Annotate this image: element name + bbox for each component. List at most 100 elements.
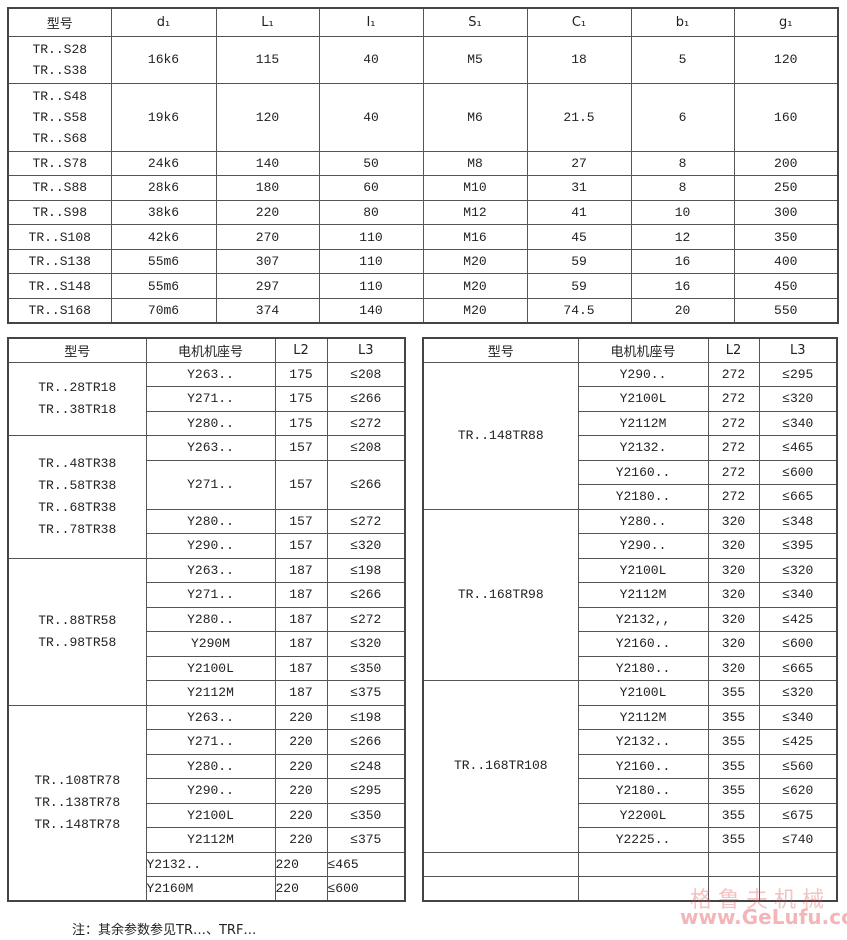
header-cell: I₁ bbox=[318, 7, 424, 37]
table-cell: 300 bbox=[733, 199, 839, 226]
spec-table: 型号 d₁ L₁ I₁ S₁ C₁ b₁ g₁ TR..S28 TR..S38 16k6 115 40 M… bbox=[7, 7, 839, 325]
table-cell: 120 bbox=[733, 35, 839, 84]
table-cell: ≤740 bbox=[758, 827, 838, 853]
model-cell: TR..S148 bbox=[7, 273, 112, 300]
table-cell: 355 bbox=[707, 729, 760, 755]
table-cell: M8 bbox=[422, 150, 528, 177]
table-cell: 320 bbox=[707, 533, 760, 559]
data-row: TR..28TR18 TR..38TR18 Y263.. 175 ≤208 bbox=[7, 361, 406, 436]
table-cell: ≤340 bbox=[758, 410, 838, 436]
table-cell: ≤350 bbox=[326, 802, 406, 828]
empty-cell bbox=[707, 851, 760, 877]
table-cell: Y290.. bbox=[577, 533, 709, 559]
table-cell: 55m6 bbox=[110, 248, 217, 275]
data-row: TR..108TR78 TR..138TR78 TR..148TR78 Y263.. 2… bbox=[7, 704, 406, 902]
model-name: TR..S38 bbox=[32, 62, 88, 78]
table-cell: Y280.. bbox=[145, 410, 276, 436]
header-cell: b₁ bbox=[630, 7, 735, 37]
data-row: Y2132.. 355 ≤425 bbox=[423, 729, 838, 755]
table-cell: 272 bbox=[707, 484, 760, 510]
table-cell: Y2180.. bbox=[577, 778, 709, 804]
model-name: TR..28TR18 bbox=[38, 379, 117, 395]
table-cell: 157 bbox=[274, 508, 328, 534]
table-cell: Y2160.. bbox=[577, 753, 709, 779]
table-cell: ≤320 bbox=[758, 386, 838, 412]
table-cell: 157 bbox=[274, 533, 328, 559]
data-row: Y2160.. 272 ≤600 bbox=[423, 459, 838, 485]
watermark-url: www.GeLufu.com bbox=[680, 905, 847, 929]
model-cell: TR..S98 bbox=[7, 199, 112, 226]
data-row: TR..S88 28k6 180 60 M10 31 8 250 bbox=[7, 175, 839, 201]
header-cell: 型号 bbox=[422, 337, 579, 363]
table-cell: 220 bbox=[274, 827, 328, 853]
table-cell: Y2132,, bbox=[577, 606, 709, 632]
table-cell: ≤248 bbox=[326, 753, 406, 779]
table-cell: ≤560 bbox=[758, 753, 838, 779]
data-row: TR..S148 55m6 297 110 M20 59 16 450 bbox=[7, 273, 839, 300]
table-cell: 220 bbox=[215, 199, 320, 226]
table-cell: 355 bbox=[707, 704, 760, 730]
table-cell: ≤266 bbox=[326, 582, 406, 608]
table-cell: ≤425 bbox=[758, 729, 838, 755]
table-cell: Y263.. bbox=[145, 435, 276, 461]
table-cell: 70m6 bbox=[110, 298, 217, 324]
table-cell: 272 bbox=[707, 459, 760, 485]
table-cell: 74.5 bbox=[526, 298, 632, 324]
table-cell: Y2112M bbox=[577, 704, 709, 730]
table-cell: ≤295 bbox=[758, 361, 838, 387]
table-cell: ≤266 bbox=[326, 729, 406, 755]
table-cell: ≤198 bbox=[326, 557, 406, 583]
table-cell: 350 bbox=[733, 224, 839, 250]
table-cell: 110 bbox=[318, 248, 424, 275]
table-cell: 400 bbox=[733, 248, 839, 275]
model-name: TR..S58 bbox=[32, 109, 88, 125]
header-cell: L₁ bbox=[215, 7, 320, 37]
model-cell: TR..148TR88 bbox=[422, 361, 579, 510]
data-row: TR..48TR38 TR..58TR38 TR..68TR38 TR..78TR38… bbox=[7, 435, 406, 559]
empty-cell bbox=[758, 876, 838, 902]
data-row: TR..S48 TR..S58 TR..S68 19k6 120 40 M6 21.5 6 160 bbox=[7, 82, 839, 152]
table-cell: ≤465 bbox=[758, 435, 838, 461]
empty-cell bbox=[758, 851, 838, 877]
data-row: Y2100L 220 ≤350 bbox=[8, 802, 406, 828]
header-cell: L3 bbox=[758, 337, 838, 363]
table-cell: ≤600 bbox=[758, 459, 838, 485]
table-cell: 21.5 bbox=[526, 82, 632, 152]
table-cell: M12 bbox=[422, 199, 528, 226]
empty-cell bbox=[577, 851, 709, 877]
table-cell: 19k6 bbox=[110, 82, 217, 152]
data-row: Y2112M 220 ≤375 bbox=[8, 827, 406, 853]
table-cell: Y2112M bbox=[145, 827, 276, 853]
table-cell: 320 bbox=[707, 655, 760, 681]
table-cell: ≤620 bbox=[758, 778, 838, 804]
table-cell: ≤198 bbox=[326, 704, 406, 730]
table-cell: ≤348 bbox=[758, 508, 838, 534]
table-cell: 16 bbox=[630, 273, 735, 300]
model-cell: TR..S168 bbox=[7, 298, 112, 324]
table-cell: 374 bbox=[215, 298, 320, 324]
table-cell: Y2100L bbox=[577, 557, 709, 583]
table-cell: 16k6 bbox=[110, 35, 217, 84]
table-cell: 187 bbox=[274, 606, 328, 632]
data-row: TR..148TR88 Y290.. 272 ≤295 bbox=[422, 361, 838, 510]
table-cell: Y280.. bbox=[145, 508, 276, 534]
table-cell: 220 bbox=[274, 704, 328, 730]
table-cell: 175 bbox=[274, 386, 328, 412]
data-row: Y271.. 157 ≤266 bbox=[8, 459, 406, 510]
table-cell: 40 bbox=[318, 82, 424, 152]
data-row: TR..S108 42k6 270 110 M16 45 12 350 bbox=[7, 224, 839, 250]
table-cell: 220 bbox=[274, 778, 328, 804]
model-name: TR..S98 bbox=[32, 204, 88, 220]
model-name: TR..S28 bbox=[32, 41, 88, 57]
table-cell: 180 bbox=[215, 175, 320, 201]
data-row: TR..S98 38k6 220 80 M12 41 10 300 bbox=[7, 199, 839, 226]
header-cell: C₁ bbox=[526, 7, 632, 37]
model-cell: TR..S28 TR..S38 bbox=[7, 35, 112, 84]
table-cell: Y263.. bbox=[145, 361, 276, 387]
table-cell: 272 bbox=[707, 435, 760, 461]
table-cell: 355 bbox=[707, 778, 760, 804]
data-row: Y2100L 320 ≤320 bbox=[423, 557, 838, 583]
table-cell: 220 bbox=[274, 876, 328, 902]
table-cell: 187 bbox=[274, 582, 328, 608]
table-cell: 28k6 bbox=[110, 175, 217, 201]
